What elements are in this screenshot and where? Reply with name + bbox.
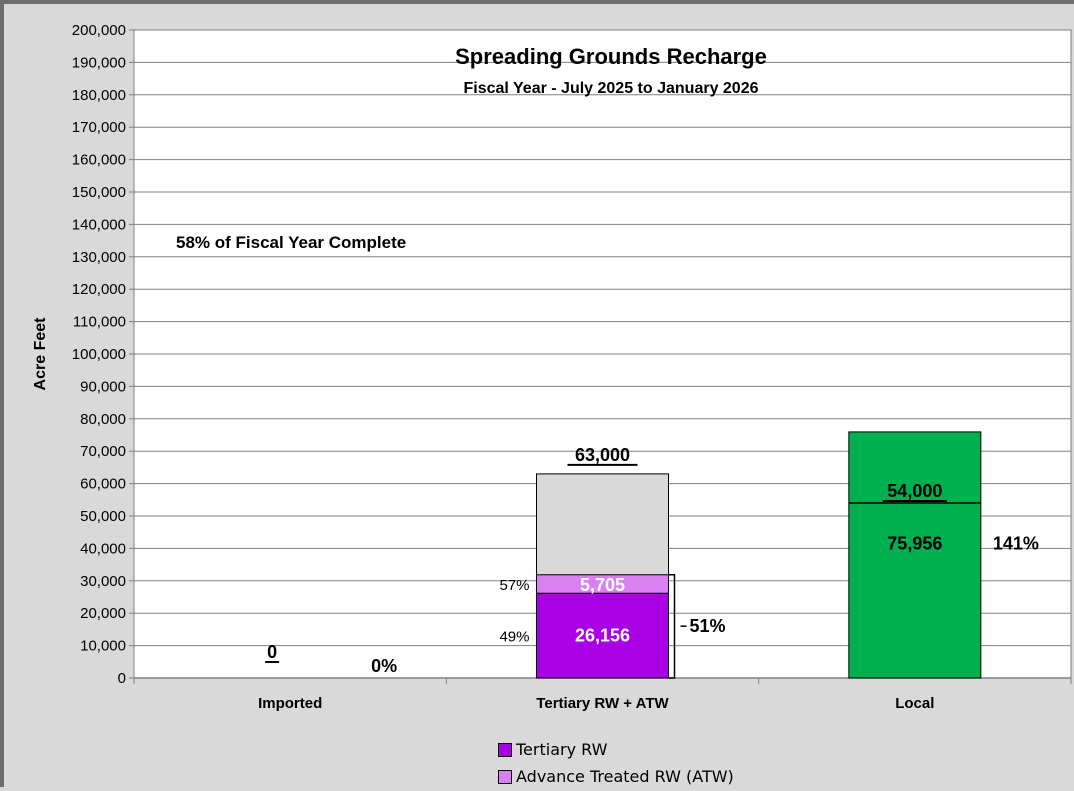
y-tick-label: 10,000 xyxy=(80,638,126,655)
y-tick-label: 80,000 xyxy=(80,411,126,428)
y-tick-label: 100,000 xyxy=(72,346,126,363)
chart-title: Spreading Grounds Recharge xyxy=(455,44,767,69)
y-tick-labels: 0 10,000 20,000 30,000 40,000 50,000 60,000 70,… xyxy=(72,22,126,687)
legend-label: Advance Treated RW (ATW) xyxy=(516,767,734,786)
y-tick-label: 120,000 xyxy=(72,281,126,298)
fiscal-year-annotation: 58% of Fiscal Year Complete xyxy=(176,233,406,252)
label-target-tertiary: 63,000 xyxy=(575,445,630,465)
y-tick-label: 160,000 xyxy=(72,152,126,169)
legend-swatch xyxy=(498,742,512,757)
legend-swatch xyxy=(498,769,512,784)
label-local-pct: 141% xyxy=(993,533,1039,553)
y-tick-label: 70,000 xyxy=(80,443,126,460)
y-tick-label: 30,000 xyxy=(80,573,126,590)
legend-label: Tertiary RW xyxy=(516,740,608,759)
x-tick-label: Local xyxy=(895,695,934,712)
label-imported-pct: 0% xyxy=(371,656,397,676)
y-tick-label: 0 xyxy=(118,670,126,687)
y-tick-label: 50,000 xyxy=(80,508,126,525)
y-tick-label: 200,000 xyxy=(72,22,126,39)
y-tick-label: 140,000 xyxy=(72,216,126,233)
label-combined-pct: 51% xyxy=(690,616,726,636)
bars xyxy=(536,431,982,679)
y-tick-label: 40,000 xyxy=(80,540,126,557)
y-tick-label: 90,000 xyxy=(80,378,126,395)
data-labels: 26,156 5,705 49% 57% 63,000 51% 54,000 75,956 14… xyxy=(265,445,1039,679)
bar-atw xyxy=(536,574,669,594)
chart-subtitle: Fiscal Year - July 2025 to January 2026 xyxy=(464,80,759,97)
y-tick-label: 60,000 xyxy=(80,476,126,493)
x-tick-label: Tertiary RW + ATW xyxy=(536,695,669,712)
y-tick-label: 180,000 xyxy=(72,87,126,104)
label-tertiary-value: 26,156 xyxy=(575,626,630,646)
label-target-local: 54,000 xyxy=(887,481,942,501)
bracket-combined xyxy=(668,574,676,679)
x-tick-labels: Imported Tertiary RW + ATW Local xyxy=(258,695,934,712)
label-atw-value: 5,705 xyxy=(580,575,625,595)
y-tick-label: 130,000 xyxy=(72,249,126,266)
y-axis-label: Acre Feet xyxy=(32,317,49,391)
label-tertiary-pct: 49% xyxy=(499,629,529,646)
y-tick-label: 110,000 xyxy=(73,314,126,331)
y-tick-label: 20,000 xyxy=(80,605,126,622)
legend: Tertiary RW Advance Treated RW (ATW) xyxy=(498,736,734,790)
label-local-value: 75,956 xyxy=(887,533,942,553)
x-tick-label: Imported xyxy=(258,695,322,712)
bar-local xyxy=(848,431,982,679)
chart-svg: 0 10,000 20,000 30,000 40,000 50,000 60,000 70,… xyxy=(32,22,1072,712)
bar-tertiary-rw xyxy=(536,592,669,679)
legend-item-tertiary-rw: Tertiary RW xyxy=(498,736,734,763)
label-imported-value: 0 xyxy=(267,642,277,662)
label-atw-pct: 57% xyxy=(499,577,529,594)
y-tick-label: 170,000 xyxy=(72,119,126,136)
y-tick-label: 150,000 xyxy=(72,184,126,201)
legend-item-atw: Advance Treated RW (ATW) xyxy=(498,763,734,790)
y-tick-label: 190,000 xyxy=(72,54,126,71)
